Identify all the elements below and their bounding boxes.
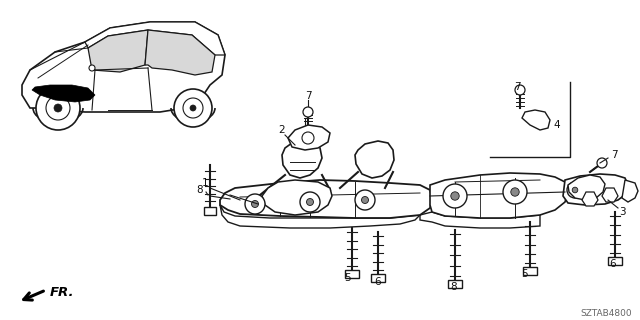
Polygon shape (22, 22, 225, 112)
Circle shape (515, 85, 525, 95)
Circle shape (307, 198, 314, 205)
Circle shape (183, 98, 203, 118)
Polygon shape (568, 175, 605, 200)
Bar (204, 207, 216, 215)
Bar (345, 270, 359, 278)
Circle shape (355, 190, 375, 210)
Text: 5: 5 (522, 269, 528, 279)
Polygon shape (282, 140, 322, 178)
Text: 6: 6 (610, 259, 616, 269)
Text: 2: 2 (278, 125, 285, 135)
Polygon shape (262, 180, 332, 215)
Text: 3: 3 (619, 207, 625, 217)
Bar (448, 280, 462, 288)
Circle shape (511, 188, 519, 196)
Text: 6: 6 (374, 277, 381, 287)
Polygon shape (32, 85, 95, 102)
Polygon shape (522, 110, 550, 130)
Circle shape (572, 187, 578, 193)
Text: 5: 5 (344, 273, 350, 283)
Polygon shape (145, 30, 215, 75)
Circle shape (174, 89, 212, 127)
Polygon shape (602, 188, 618, 202)
Text: SZTAB4800: SZTAB4800 (580, 308, 632, 317)
Bar (523, 267, 537, 275)
Polygon shape (622, 180, 638, 202)
Circle shape (567, 182, 583, 198)
Circle shape (36, 86, 80, 130)
Circle shape (245, 194, 265, 214)
Polygon shape (85, 22, 225, 55)
Circle shape (46, 96, 70, 120)
Circle shape (597, 158, 607, 168)
Text: FR.: FR. (50, 286, 74, 300)
Polygon shape (420, 212, 540, 228)
Circle shape (302, 132, 314, 144)
Polygon shape (288, 125, 330, 150)
Text: 7: 7 (514, 82, 520, 92)
Circle shape (303, 107, 313, 117)
Circle shape (54, 104, 62, 112)
Circle shape (451, 192, 460, 200)
Circle shape (252, 201, 259, 207)
Text: 1: 1 (202, 178, 208, 188)
Text: 4: 4 (554, 120, 560, 130)
Text: 7: 7 (305, 91, 311, 101)
Polygon shape (220, 180, 432, 218)
Polygon shape (220, 205, 420, 228)
Polygon shape (430, 173, 568, 218)
Polygon shape (88, 30, 148, 72)
Bar (371, 274, 385, 282)
Circle shape (190, 105, 196, 111)
Bar (608, 257, 622, 265)
Text: 8: 8 (451, 282, 458, 292)
Polygon shape (563, 174, 628, 205)
Polygon shape (582, 192, 598, 206)
Circle shape (89, 65, 95, 71)
Polygon shape (355, 141, 394, 178)
Circle shape (503, 180, 527, 204)
Text: 8: 8 (196, 185, 204, 195)
Text: 7: 7 (611, 150, 618, 160)
Circle shape (443, 184, 467, 208)
Circle shape (362, 196, 369, 204)
Circle shape (300, 192, 320, 212)
